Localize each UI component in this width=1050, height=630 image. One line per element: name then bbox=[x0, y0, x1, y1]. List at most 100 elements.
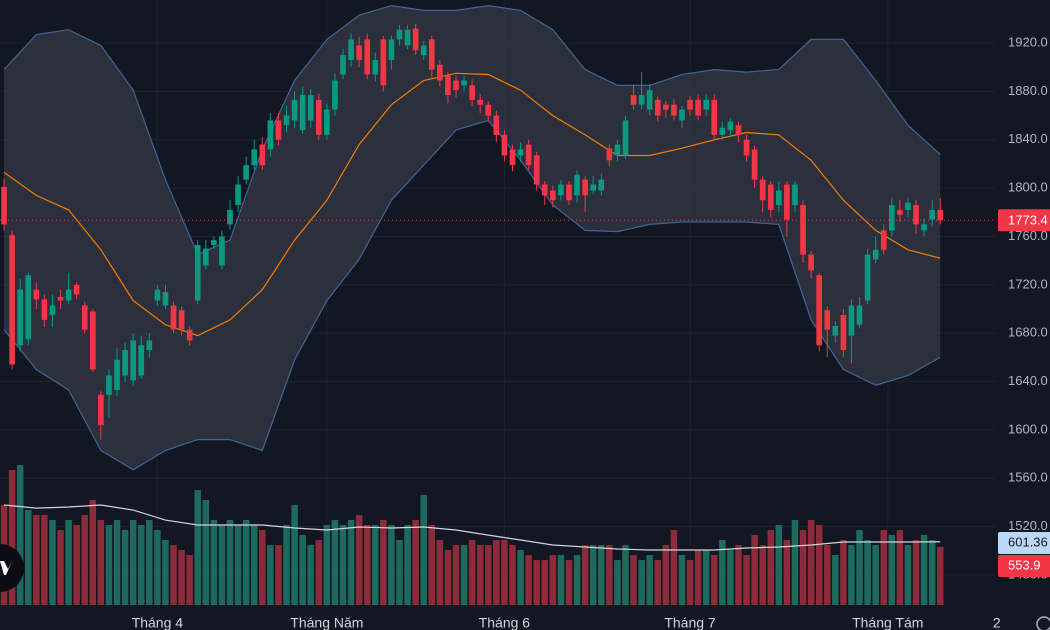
y-tick-label: 1520.0 bbox=[1008, 518, 1048, 533]
candle-body bbox=[590, 184, 597, 191]
volume-bar bbox=[791, 519, 799, 605]
volume-bar bbox=[840, 540, 847, 605]
volume-bar bbox=[452, 545, 460, 605]
candle-body bbox=[759, 179, 766, 201]
volume-last-box bbox=[998, 555, 1050, 577]
candle-body bbox=[856, 305, 863, 325]
volume-bar bbox=[824, 545, 831, 605]
candle-body bbox=[598, 179, 605, 191]
candle-body bbox=[727, 121, 734, 131]
volume-bar bbox=[904, 545, 912, 605]
volume-bar bbox=[589, 545, 597, 605]
candle-body bbox=[501, 134, 508, 156]
candle-body bbox=[792, 184, 798, 206]
volume-bar bbox=[113, 519, 121, 605]
volume-bar bbox=[719, 540, 726, 605]
candle-body bbox=[73, 284, 80, 295]
volume-bar bbox=[162, 540, 169, 605]
volume-bar bbox=[242, 519, 250, 605]
volume-bar bbox=[880, 530, 887, 605]
candle-body bbox=[259, 144, 266, 166]
candle-body bbox=[606, 148, 613, 161]
volume-bar bbox=[428, 524, 436, 605]
volume-bar bbox=[202, 500, 210, 605]
candle-body bbox=[211, 240, 217, 245]
candle-body bbox=[784, 184, 790, 220]
volume-pane bbox=[0, 465, 944, 605]
volume-bar bbox=[396, 540, 403, 605]
volume-bar bbox=[622, 545, 629, 605]
candle-body bbox=[800, 205, 806, 255]
volume-bar bbox=[250, 524, 258, 605]
candle-body bbox=[582, 179, 588, 196]
candle-body bbox=[525, 144, 532, 166]
candle-body bbox=[703, 99, 710, 110]
bollinger-bands bbox=[3, 4, 941, 471]
logo-badge[interactable] bbox=[0, 544, 24, 592]
candle-body bbox=[243, 165, 249, 180]
y-tick-label: 1640.0 bbox=[1008, 373, 1048, 388]
volume-bar bbox=[420, 494, 427, 605]
candle-body bbox=[687, 99, 693, 110]
candle-body bbox=[533, 155, 540, 185]
settings-gear[interactable] bbox=[1036, 616, 1050, 630]
band-middle bbox=[3, 72, 941, 337]
volume-bar bbox=[25, 509, 32, 605]
volume-bar bbox=[711, 555, 718, 605]
volume-bar bbox=[65, 519, 72, 605]
candle-body bbox=[469, 85, 475, 100]
logo-mark[interactable] bbox=[0, 561, 12, 575]
candle-body bbox=[114, 359, 120, 391]
volume-bar bbox=[783, 540, 791, 605]
volume-bar bbox=[888, 534, 896, 605]
volume-bar bbox=[549, 555, 557, 605]
volume-bar bbox=[533, 560, 540, 605]
x-tick-label: 2 bbox=[993, 615, 1001, 630]
candle-body bbox=[315, 99, 322, 135]
volume-bar bbox=[775, 524, 783, 605]
candle-body bbox=[372, 59, 379, 75]
x-tick-label: Tháng Tám bbox=[852, 615, 923, 630]
volume-bar bbox=[832, 555, 839, 605]
volume-bar bbox=[654, 560, 661, 605]
candle-body bbox=[81, 305, 88, 330]
candle-body bbox=[202, 248, 209, 266]
volume-bar bbox=[525, 555, 532, 605]
volume-bar bbox=[557, 555, 565, 605]
volume-bar bbox=[815, 524, 823, 605]
candle-body bbox=[122, 350, 128, 376]
volume-bar bbox=[565, 560, 573, 605]
candle-body bbox=[178, 310, 185, 330]
volume-bar bbox=[170, 545, 177, 605]
settings-icon[interactable] bbox=[1036, 616, 1050, 630]
volume-bar bbox=[210, 519, 218, 605]
band-lower bbox=[3, 119, 941, 471]
volume-bar bbox=[573, 555, 581, 605]
volume-bar bbox=[807, 519, 815, 605]
candle-body bbox=[41, 299, 48, 320]
volume-bar bbox=[259, 530, 266, 605]
candle-body bbox=[186, 329, 193, 341]
volume-bar bbox=[606, 545, 613, 605]
candle-body bbox=[929, 209, 935, 220]
candle-body bbox=[735, 125, 742, 135]
volume-bar bbox=[638, 560, 645, 605]
volume-bar bbox=[856, 530, 863, 605]
logo[interactable] bbox=[0, 544, 24, 592]
candle-body bbox=[509, 149, 516, 166]
candle-body bbox=[897, 209, 903, 215]
volume-bar bbox=[388, 524, 395, 605]
volume-bar bbox=[283, 524, 290, 605]
volume-bar bbox=[307, 545, 314, 605]
volume-bar bbox=[436, 540, 444, 605]
candle-body bbox=[816, 275, 823, 346]
candle-body bbox=[808, 254, 814, 271]
candle-body bbox=[445, 75, 451, 96]
volume-bar bbox=[339, 524, 347, 605]
volume-bar bbox=[848, 545, 855, 605]
candle-body bbox=[162, 292, 169, 306]
volume-bar bbox=[727, 549, 734, 605]
volume-bar bbox=[872, 545, 879, 605]
candle-body bbox=[17, 289, 24, 346]
